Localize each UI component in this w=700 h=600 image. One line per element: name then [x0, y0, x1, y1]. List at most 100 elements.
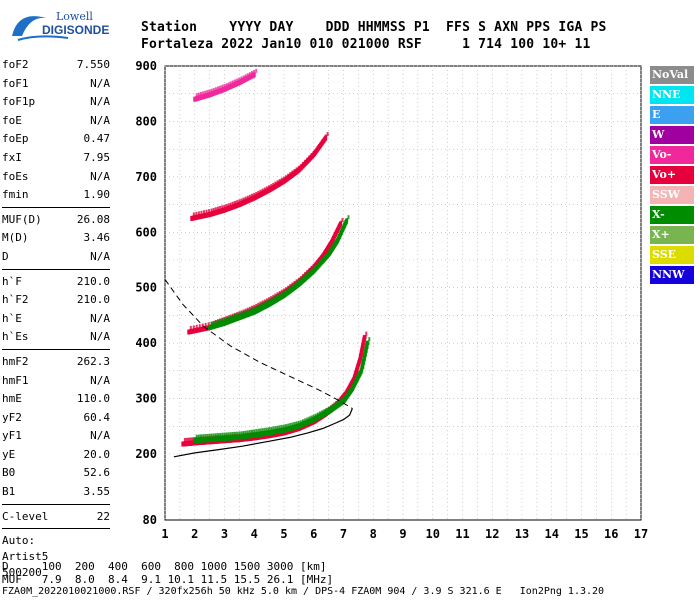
echo-point	[261, 428, 264, 433]
echo-point	[244, 430, 247, 435]
echo-point	[225, 432, 228, 437]
param-row: foF1 N/A	[2, 75, 110, 94]
footer-d-row: D 100 200 400 600 800 1000 1500 3000 [km…	[2, 560, 327, 573]
echo-point	[223, 432, 226, 437]
echo-point	[242, 310, 245, 315]
param-name: C-level	[2, 509, 49, 523]
echo-point	[229, 315, 232, 320]
echo-point	[276, 425, 279, 430]
autoscaling-line: Artist5	[2, 550, 49, 564]
legend-entry: Vo+	[650, 166, 694, 184]
echo-point	[236, 78, 239, 83]
echo-point	[208, 89, 211, 94]
echo-point	[208, 209, 211, 214]
echo-point	[212, 320, 215, 325]
echo-point	[289, 423, 292, 428]
legend-entry: W	[650, 126, 694, 144]
param-value: 0.47	[83, 132, 111, 146]
echo-point	[192, 325, 195, 330]
echo-point	[219, 85, 222, 90]
echo-point	[248, 308, 251, 313]
echo-point	[227, 203, 230, 208]
param-row: B1 3.55	[2, 483, 110, 502]
echo-point	[188, 437, 191, 442]
echo-point	[214, 87, 217, 92]
echo-point	[219, 319, 222, 324]
echo-point	[231, 432, 234, 437]
param-value: 52.6	[83, 466, 111, 480]
echo-point	[234, 200, 236, 205]
y-tick-label: 500	[135, 281, 157, 295]
legend-entry: SSW	[650, 186, 694, 204]
echo-point	[212, 88, 215, 93]
echo-point	[208, 433, 211, 438]
echo-point	[200, 210, 203, 215]
legend-entry: SSE	[650, 246, 694, 264]
param-name: fmin	[2, 188, 29, 202]
echo-point	[198, 324, 201, 329]
echo-point	[234, 79, 236, 84]
params-group-4: hmF2 262.3 hmF1 N/A hmE 110.0 yF2 60.4 yF1 N/A yE 2…	[2, 353, 110, 502]
echo-point	[223, 84, 226, 89]
echo-point	[257, 428, 260, 433]
echo-point	[253, 306, 256, 311]
legend-entry: NoVal	[650, 66, 694, 84]
echo-point	[217, 433, 219, 438]
param-value: 1.90	[83, 188, 111, 202]
echo-point	[204, 90, 207, 95]
echo-point	[231, 201, 234, 206]
param-value: N/A	[90, 330, 110, 344]
echo-point	[236, 431, 239, 436]
echo-point	[229, 81, 232, 86]
param-row: yF1 N/A	[2, 427, 110, 446]
autoscaling-line: Auto:	[2, 534, 36, 548]
param-name: fxI	[2, 150, 22, 164]
echo-point	[204, 434, 207, 439]
param-name: h`F2	[2, 293, 29, 307]
x-tick-label: 14	[545, 527, 559, 541]
params-group-2: MUF(D) 26.08 M(D) 3.46 D N/A	[2, 211, 110, 267]
echo-point	[225, 204, 228, 209]
param-row: D N/A	[2, 248, 110, 267]
x-tick-label: 5	[280, 527, 287, 541]
param-row: h`E N/A	[2, 310, 110, 329]
echo-point	[251, 193, 253, 198]
echo-point	[297, 420, 300, 425]
echo-point	[212, 207, 215, 212]
echo-point	[287, 423, 290, 428]
echo-point	[278, 425, 281, 430]
digisonde-logo: Lowell DIGISONDE	[8, 6, 128, 46]
param-name: h`E	[2, 311, 22, 325]
echo-point	[195, 434, 198, 439]
param-name: h`F	[2, 274, 22, 288]
echo-point	[339, 221, 343, 227]
echo-point	[190, 437, 193, 442]
echo-point	[234, 314, 236, 319]
y-tick-label: 400	[135, 336, 157, 350]
legend-entry: NNE	[650, 86, 694, 104]
param-value: 210.0	[76, 274, 110, 288]
echo-point	[210, 208, 213, 213]
echo-point	[195, 93, 198, 98]
x-tick-label: 6	[310, 527, 317, 541]
echo-point	[197, 92, 200, 97]
echo-point	[223, 204, 226, 209]
echo-point	[195, 324, 198, 329]
echo-point	[231, 314, 234, 319]
echo-point	[259, 428, 262, 433]
param-name: foF1p	[2, 95, 36, 109]
legend-entry: E	[650, 106, 694, 124]
param-name: hmF1	[2, 373, 29, 387]
param-name: D	[2, 249, 9, 263]
echo-point	[246, 195, 249, 200]
echo-point	[248, 194, 251, 199]
param-row: foEp 0.47	[2, 130, 110, 149]
param-value: 22	[96, 509, 110, 523]
echo-point	[236, 313, 239, 318]
param-name: foEs	[2, 169, 29, 183]
echo-point	[197, 211, 200, 216]
param-name: B0	[2, 466, 16, 480]
param-row: foF1p N/A	[2, 93, 110, 112]
echo-point	[217, 86, 219, 91]
density-profile-line	[173, 408, 353, 458]
